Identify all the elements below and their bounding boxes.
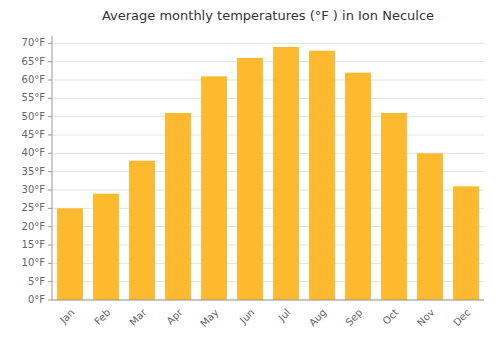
bar xyxy=(309,51,335,300)
y-tick xyxy=(48,226,52,227)
y-tick xyxy=(48,61,52,62)
x-axis-line xyxy=(52,300,484,301)
x-tick-label: Nov xyxy=(415,307,437,329)
y-tick xyxy=(48,80,52,81)
y-tick xyxy=(48,208,52,209)
grid-line xyxy=(52,98,484,99)
bar xyxy=(237,58,263,300)
y-tick-label: 5°F xyxy=(28,276,45,287)
y-tick-label: 50°F xyxy=(22,111,46,122)
bar xyxy=(345,73,371,300)
title: Average monthly temperatures (°F ) in Io… xyxy=(102,8,434,23)
y-tick-label: 65°F xyxy=(22,56,46,67)
x-tick-label: Dec xyxy=(451,307,472,328)
grid-line xyxy=(52,300,484,301)
y-tick-label: 25°F xyxy=(22,202,46,213)
grid-line xyxy=(52,135,484,136)
x-tick-label: Oct xyxy=(380,307,400,327)
x-tick-label: Mar xyxy=(127,306,149,328)
y-tick xyxy=(48,281,52,282)
x-tick-label: Jan xyxy=(57,307,76,326)
y-tick-label: 45°F xyxy=(22,129,46,140)
y-tick-label: 55°F xyxy=(22,92,46,103)
grid-line xyxy=(52,43,484,44)
x-axis: Jan Feb Mar Apr May Jun Jul Aug Sep Oct Nov Dec xyxy=(52,300,484,329)
bar xyxy=(273,47,299,300)
grid-line xyxy=(52,80,484,81)
bars xyxy=(57,47,479,300)
bar xyxy=(165,113,191,300)
bar xyxy=(57,208,83,300)
y-axis: 0°F 5°F 10°F 15°F 20°F 25°F 30°F 35°F 40°F 45°F 50… xyxy=(22,36,52,305)
y-tick xyxy=(48,116,52,117)
x-tick-label: Jun xyxy=(237,307,257,327)
bar xyxy=(93,194,119,300)
bar xyxy=(381,113,407,300)
bar xyxy=(201,76,227,300)
y-tick xyxy=(48,190,52,191)
y-tick-label: 35°F xyxy=(22,166,46,177)
grid xyxy=(52,43,484,300)
y-tick-label: 0°F xyxy=(28,294,45,305)
bar xyxy=(453,186,479,300)
y-tick xyxy=(48,98,52,99)
y-tick xyxy=(48,135,52,136)
y-tick xyxy=(48,171,52,172)
x-tick-label: Apr xyxy=(164,306,185,327)
x-tick-label: Feb xyxy=(92,307,112,327)
x-tick-label: May xyxy=(198,307,220,329)
chart: 0°F 5°F 10°F 15°F 20°F 25°F 30°F 35°F 40°F 45°F 50… xyxy=(0,0,500,350)
y-tick-label: 40°F xyxy=(22,147,46,158)
y-tick-label: 30°F xyxy=(22,184,46,195)
y-tick xyxy=(48,263,52,264)
y-tick xyxy=(48,245,52,246)
y-tick-label: 15°F xyxy=(22,239,46,250)
y-tick-label: 60°F xyxy=(22,74,46,85)
y-axis-line xyxy=(52,36,53,300)
y-tick xyxy=(48,153,52,154)
bar xyxy=(129,161,155,300)
y-tick xyxy=(48,43,52,44)
x-tick-label: Jul xyxy=(275,307,292,324)
x-tick-label: Sep xyxy=(343,307,364,328)
grid-line xyxy=(52,116,484,117)
y-tick-label: 20°F xyxy=(22,221,46,232)
x-tick-label: Aug xyxy=(307,307,329,329)
page: {"chart_data": {"type": "bar", "title": … xyxy=(0,0,500,350)
y-tick xyxy=(48,300,52,301)
bar xyxy=(417,153,443,300)
grid-line xyxy=(52,61,484,62)
y-tick-label: 10°F xyxy=(22,257,46,268)
y-tick-label: 70°F xyxy=(22,37,46,48)
